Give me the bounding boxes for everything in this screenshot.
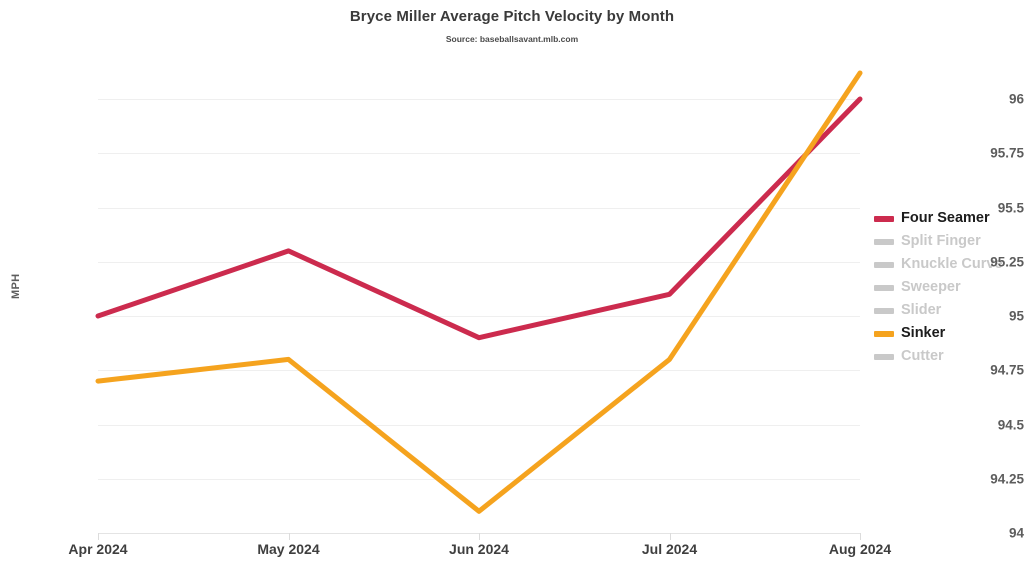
gridline — [98, 316, 860, 317]
x-axis-tick — [860, 533, 861, 540]
legend-item-label: Knuckle Curve — [901, 256, 1003, 273]
gridline — [98, 261, 860, 263]
x-axis-tick-label: Jun 2024 — [449, 541, 509, 557]
legend-item[interactable]: Sweeper — [874, 276, 1003, 299]
y-axis-tick-label: 94.25 — [990, 471, 1024, 487]
legend-item-label: Sweeper — [901, 279, 961, 296]
y-axis-tick-label: 95 — [1008, 308, 1024, 324]
y-axis-tick-label: 95.75 — [990, 145, 1024, 161]
legend-item[interactable]: Sinker — [874, 322, 1003, 345]
chart-source-label: Source: baseballsavant.mlb.com — [445, 34, 579, 44]
gridline — [98, 370, 860, 372]
gridline — [98, 207, 860, 209]
chart-legend: Four Seamer Split Finger Knuckle Curve Swee… — [874, 207, 1003, 368]
y-axis-tick-label: 94 — [1008, 525, 1024, 541]
gridline — [98, 478, 860, 480]
legend-item[interactable]: Knuckle Curve — [874, 253, 1003, 276]
chart-title: Bryce Miller Average Pitch Velocity by M… — [349, 8, 675, 25]
legend-item[interactable]: Slider — [874, 299, 1003, 322]
gridline — [98, 99, 860, 100]
x-axis-tick — [669, 533, 671, 540]
legend-color-swatch — [874, 238, 894, 245]
legend-item-label: Split Finger — [901, 233, 981, 250]
y-axis-tick-label: 95.5 — [997, 200, 1024, 215]
x-axis-tick — [98, 533, 99, 540]
legend-color-swatch — [874, 261, 894, 268]
legend-item-label: Four Seamer — [901, 210, 990, 227]
legend-item[interactable]: Four Seamer — [874, 207, 1003, 230]
legend-item[interactable]: Split Finger — [874, 230, 1003, 253]
legend-color-swatch — [874, 215, 894, 222]
legend-item-label: Slider — [901, 302, 942, 319]
x-axis-tick-label: Jul 2024 — [641, 541, 698, 557]
y-axis-tick-label: 95.25 — [990, 254, 1024, 270]
y-axis-tick-label: 94.5 — [997, 417, 1024, 432]
legend-item[interactable]: Cutter — [874, 345, 1003, 368]
legend-item-label: Cutter — [901, 348, 944, 365]
y-axis-title: MPH — [10, 273, 22, 299]
gridline — [98, 153, 860, 155]
legend-color-swatch — [874, 330, 894, 337]
y-axis-tick-label: 96 — [1008, 91, 1024, 107]
x-axis-tick — [479, 533, 480, 540]
x-axis-tick-label: May 2024 — [257, 541, 320, 557]
legend-color-swatch — [874, 353, 894, 360]
y-axis-tick-label: 94.75 — [990, 362, 1024, 378]
legend-item-label: Sinker — [901, 325, 946, 342]
x-axis-tick-label: Aug 2024 — [828, 541, 892, 557]
x-axis-tick — [288, 533, 290, 540]
legend-color-swatch — [874, 307, 894, 314]
plot-area — [98, 99, 860, 534]
legend-color-swatch — [874, 284, 894, 291]
gridline — [98, 424, 860, 426]
x-axis-tick-label: Apr 2024 — [68, 541, 128, 557]
